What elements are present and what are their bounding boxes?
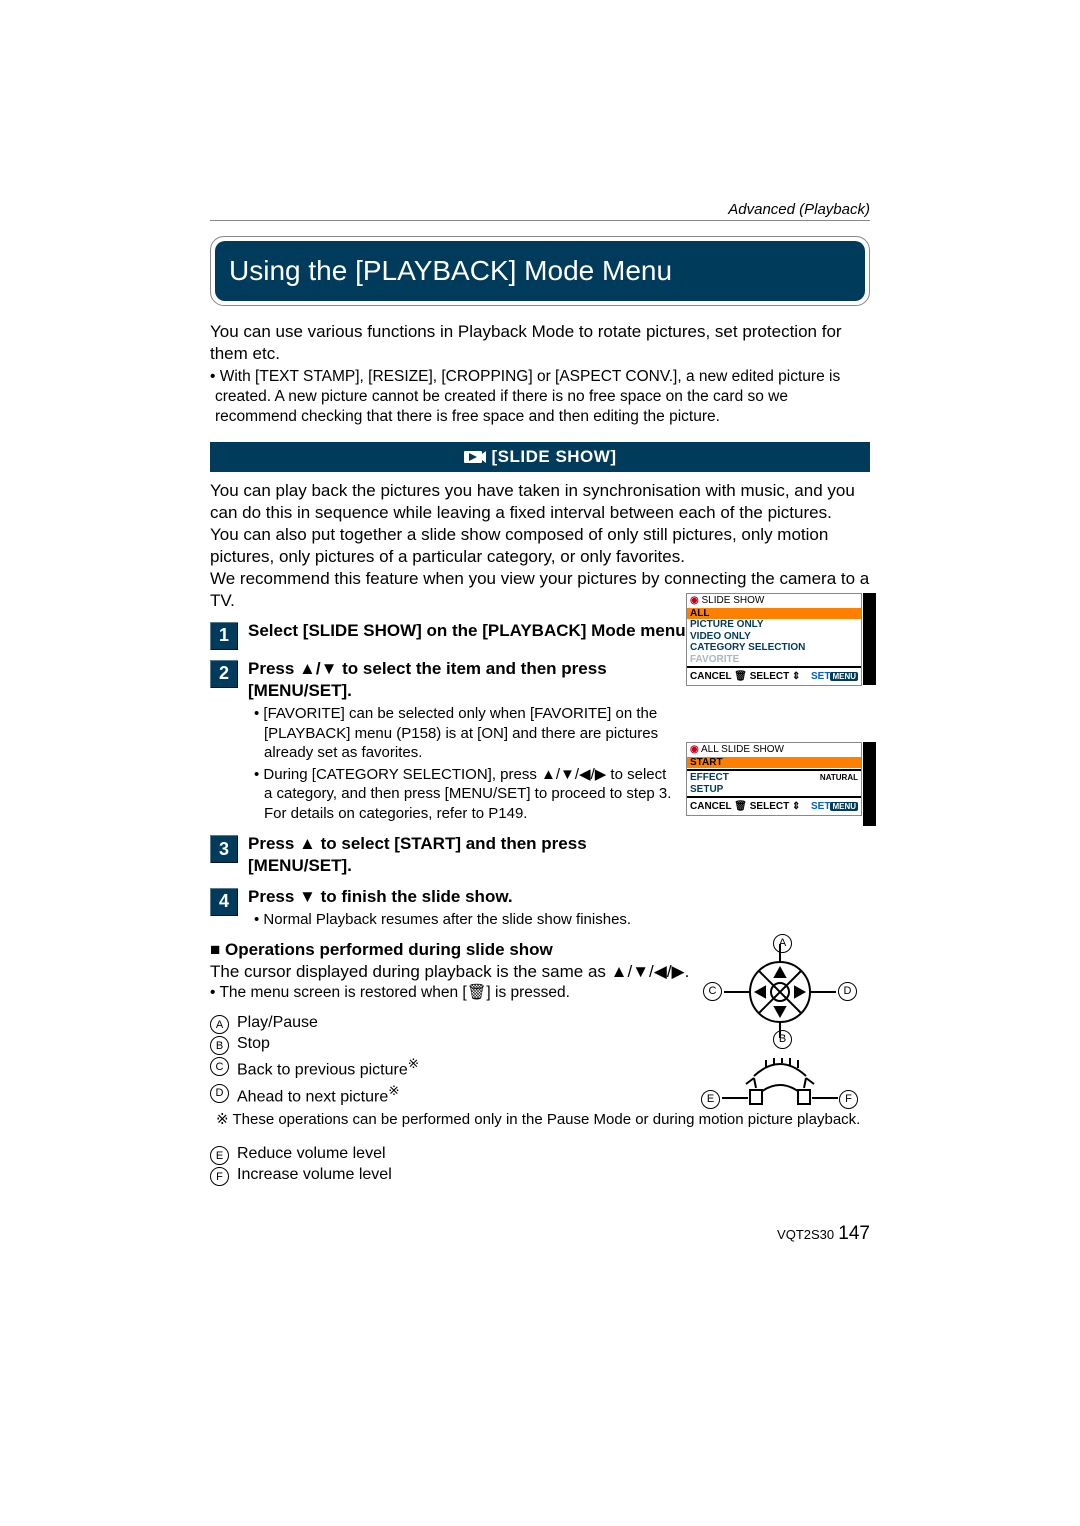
step-3: 3 Press ▲ to select [START] and then pre… xyxy=(210,833,870,877)
lever-diagram xyxy=(710,1058,850,1110)
lcd2-footer: CANCEL 🗑 SELECT ⇕ SETMENU xyxy=(687,799,861,815)
lcd1-footer: CANCEL 🗑 SELECT ⇕ SETMENU xyxy=(687,669,861,685)
page-footer: VQT2S30 147 xyxy=(210,1222,870,1247)
label-d: D xyxy=(838,980,857,1001)
playback-icon xyxy=(464,450,486,464)
page-title: Using the [PLAYBACK] Mode Menu xyxy=(215,241,865,301)
slideshow-body-2: You can also put together a slide show c… xyxy=(210,524,870,568)
black-tab-1 xyxy=(863,593,876,685)
lcd2-selection: START xyxy=(687,757,861,769)
label-c: C xyxy=(703,980,722,1001)
slideshow-header: [SLIDE SHOW] xyxy=(210,442,870,472)
lcd-menu-2: ◉ ALL SLIDE SHOW START EFFECT NATURAL SE… xyxy=(686,742,862,816)
label-a: A xyxy=(773,932,792,953)
lcd-menu-1: ◉ SLIDE SHOW ALL PICTURE ONLY VIDEO ONLY… xyxy=(686,593,862,686)
slideshow-body-1: You can play back the pictures you have … xyxy=(210,480,870,524)
step-sub: • [FAVORITE] can be selected only when [… xyxy=(248,704,678,763)
camera-icon-2: ◉ xyxy=(690,744,699,755)
operation-item: FIncrease volume level xyxy=(210,1165,870,1186)
intro-bullet: • With [TEXT STAMP], [RESIZE], [CROPPING… xyxy=(210,367,870,427)
label-f: F xyxy=(839,1088,858,1109)
step-sub: • Normal Playback resumes after the slid… xyxy=(248,910,678,930)
step-4: 4 Press ▼ to finish the slide show. • No… xyxy=(210,886,870,932)
step-title: Press ▲ to select [START] and then press… xyxy=(248,833,678,877)
operation-item: EReduce volume level xyxy=(210,1144,870,1165)
title-frame: Using the [PLAYBACK] Mode Menu xyxy=(210,236,870,306)
operations-note: ※ These operations can be performed only… xyxy=(210,1110,870,1131)
black-tab-2 xyxy=(863,742,876,826)
label-e: E xyxy=(701,1088,720,1109)
label-b: B xyxy=(773,1028,792,1049)
step-number: 2 xyxy=(210,660,238,688)
lcd1-row: VIDEO ONLY xyxy=(687,631,861,643)
step-title: Press ▲/▼ to select the item and then pr… xyxy=(248,658,678,702)
step-title: Press ▼ to finish the slide show. xyxy=(248,886,678,908)
lcd1-selection: ALL xyxy=(687,608,861,620)
step-sub: • During [CATEGORY SELECTION], press ▲/▼… xyxy=(248,765,678,824)
step-number: 4 xyxy=(210,888,238,916)
section-label: Advanced (Playback) xyxy=(210,200,870,221)
intro-text: You can use various functions in Playbac… xyxy=(210,321,870,365)
camera-icon: ◉ xyxy=(690,595,699,606)
lcd1-row: PICTURE ONLY xyxy=(687,619,861,631)
natural-label: NATURAL xyxy=(820,773,858,782)
step-number: 1 xyxy=(210,622,238,650)
lcd1-favorite: FAVORITE xyxy=(687,654,861,666)
lcd2-row: EFFECT xyxy=(687,772,732,784)
lcd2-row: SETUP xyxy=(687,784,861,796)
step-number: 3 xyxy=(210,835,238,863)
dpad-diagram xyxy=(710,940,850,1040)
lcd1-row: CATEGORY SELECTION xyxy=(687,642,861,654)
